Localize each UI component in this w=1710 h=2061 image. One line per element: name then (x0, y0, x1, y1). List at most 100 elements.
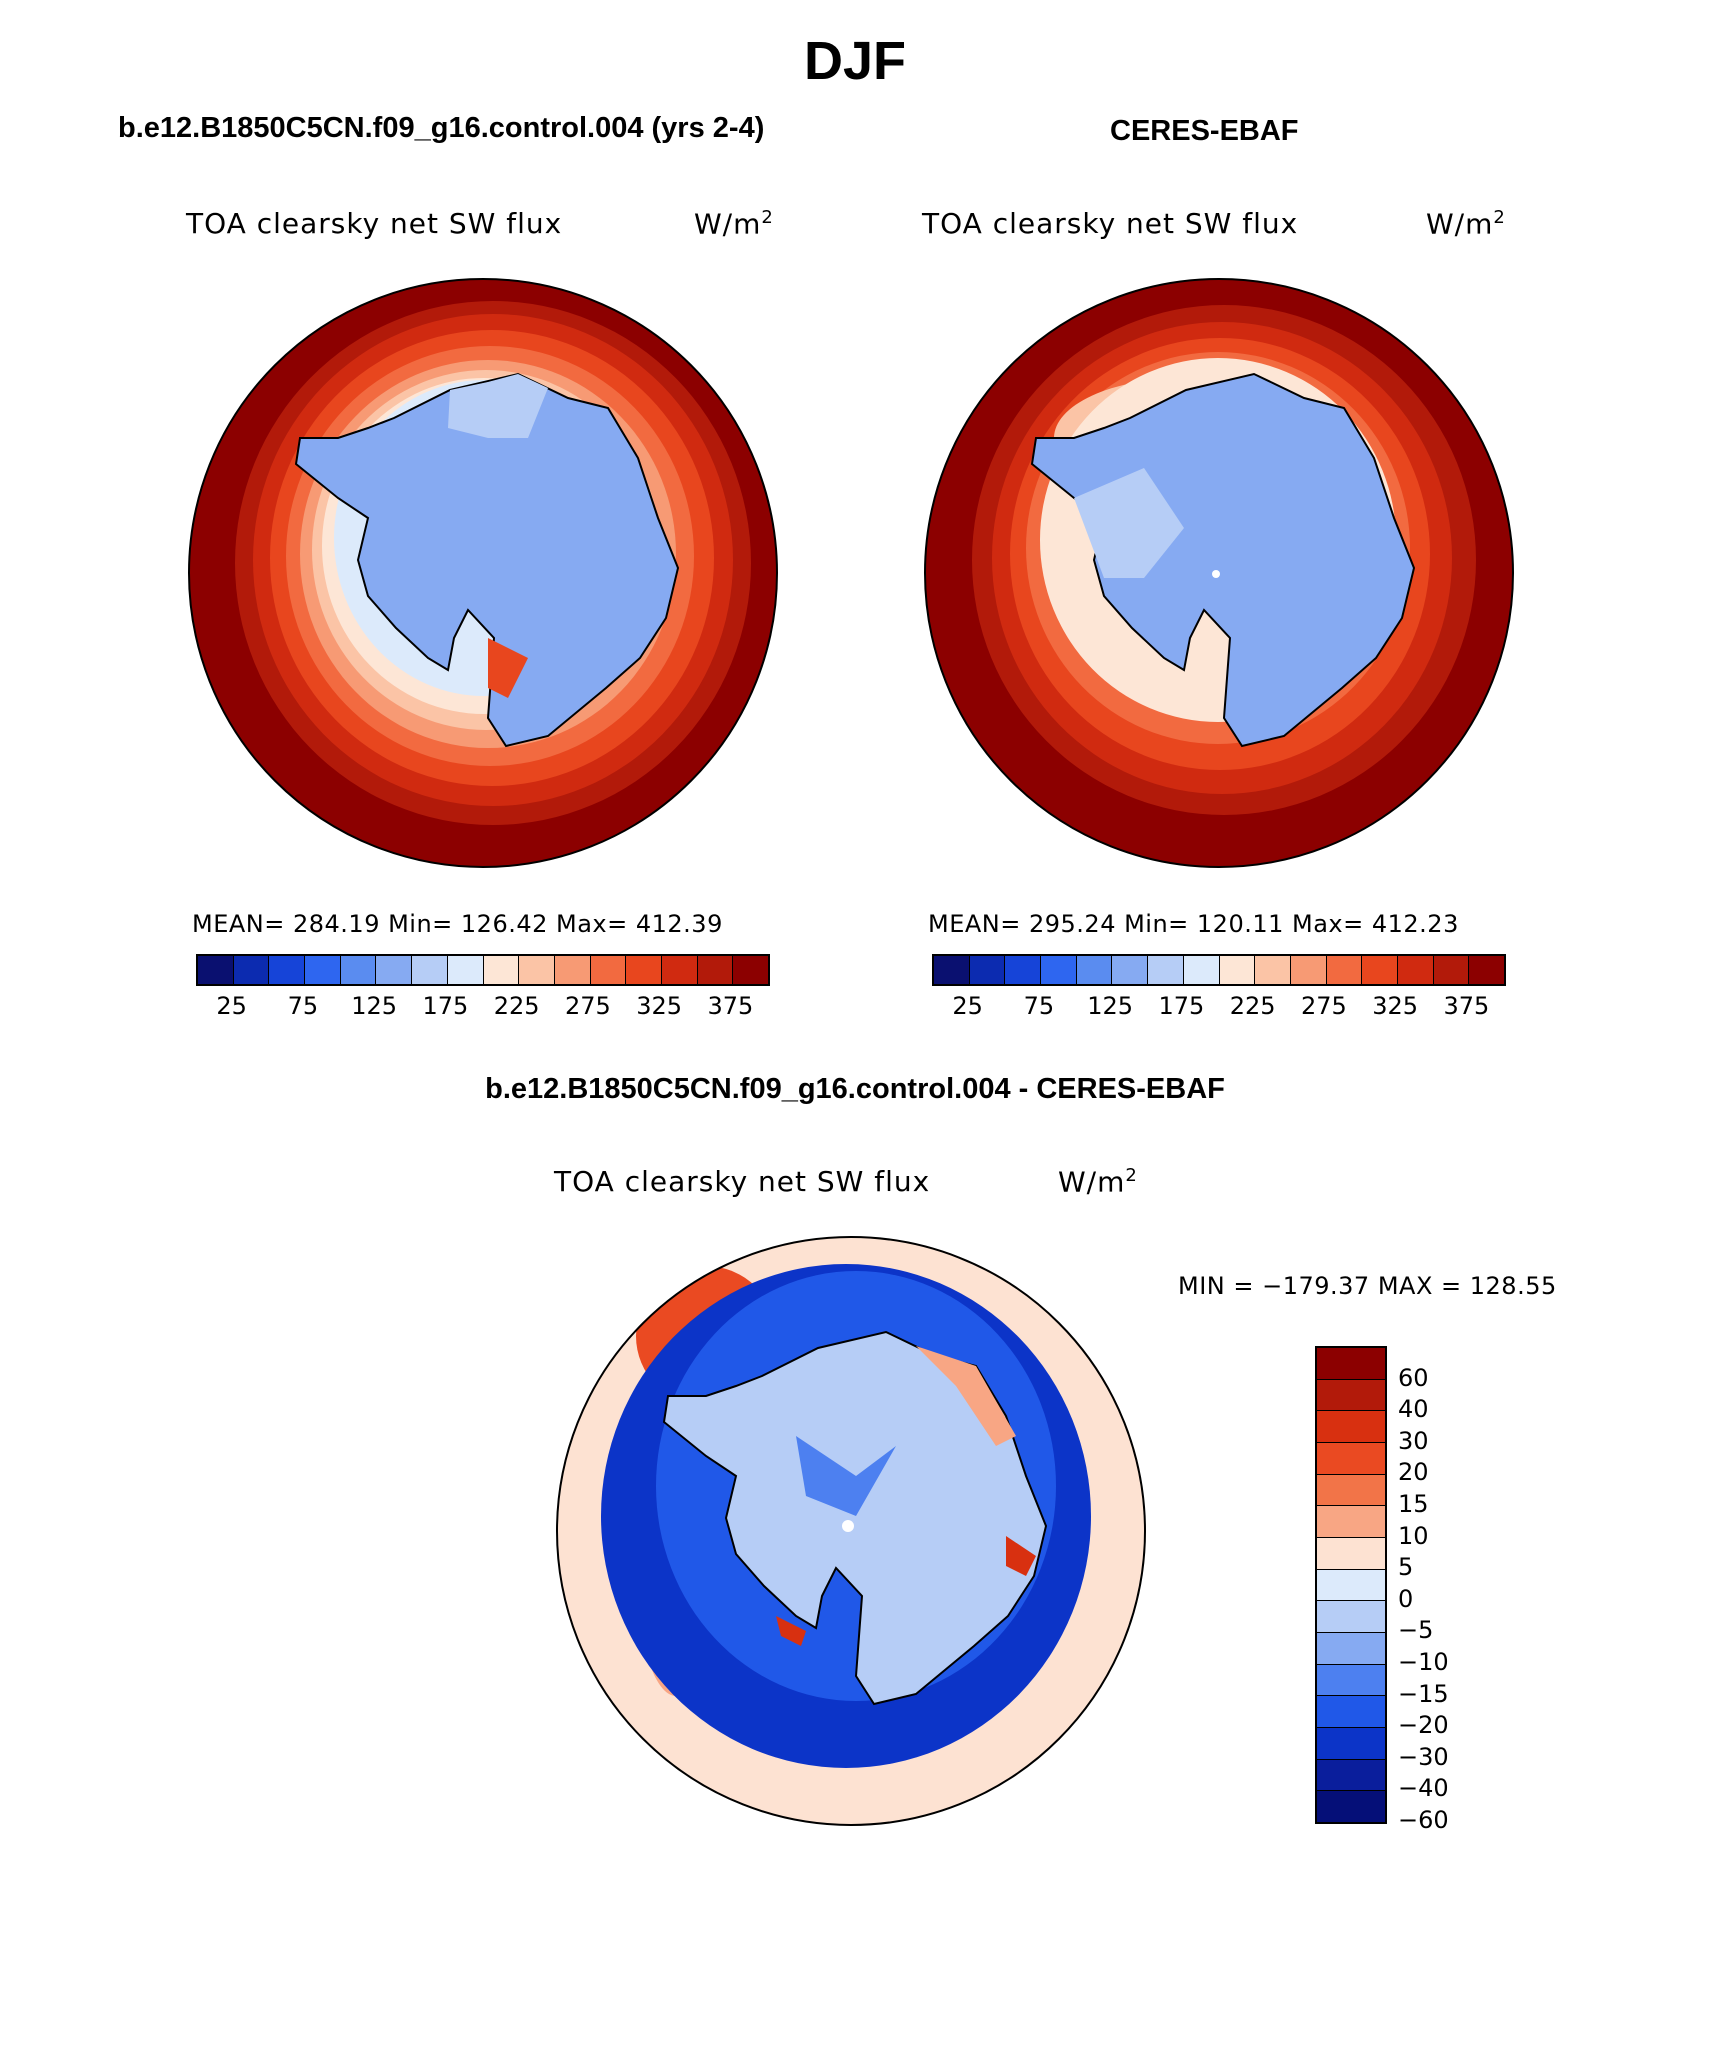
diff-colorbar-swatch (1317, 1506, 1385, 1539)
obs-colorbar-swatch (1041, 956, 1077, 984)
obs-colorbar-swatch (1112, 956, 1149, 984)
obs-colorbar-swatch (1433, 956, 1470, 984)
model-colorbar-swatch (233, 956, 270, 984)
diff-colorbar-swatch (1317, 1411, 1385, 1444)
obs-colorbar-swatch (1397, 956, 1434, 984)
obs-units-label: W/m2 (1426, 207, 1506, 241)
model-polar-map (188, 278, 778, 868)
obs-colorbar-tick-label: 75 (1023, 992, 1055, 1020)
model-variable-label: TOA clearsky net SW flux (186, 207, 563, 240)
model-colorbar-tick-label: 175 (422, 992, 469, 1020)
diff-colorbar-swatch (1317, 1569, 1385, 1602)
diff-colorbar-tick-label: 20 (1398, 1458, 1429, 1487)
obs-colorbar-ticks: 25 75 125 175 225 275 325 375 (932, 992, 1502, 1022)
obs-colorbar-tick-label: 275 (1300, 992, 1347, 1020)
obs-colorbar-swatch (1148, 956, 1184, 984)
diff-colorbar-tick-label: −30 (1398, 1742, 1449, 1771)
obs-colorbar (932, 954, 1506, 986)
obs-colorbar-tick-label: 225 (1229, 992, 1276, 1020)
main-title: DJF (803, 31, 906, 91)
obs-polar-map (924, 278, 1514, 868)
model-colorbar-swatch (198, 956, 234, 984)
diff-colorbar-swatch (1317, 1633, 1385, 1665)
model-colorbar-tick-label: 25 (216, 992, 247, 1020)
diff-colorbar-tick-label: 40 (1398, 1395, 1429, 1424)
diff-colorbar-ticks: 60 40 30 20 15 10 5 0 −5 −10 −15 −20 −30 −40 −60 (1398, 1346, 1498, 1834)
diff-colorbar-tick-label: −15 (1398, 1679, 1449, 1708)
model-colorbar-tick-label: 225 (493, 992, 540, 1020)
obs-variable-label: TOA clearsky net SW flux (922, 207, 1299, 240)
diff-colorbar-tick-label: −10 (1398, 1648, 1449, 1676)
model-colorbar-swatch (305, 956, 341, 984)
obs-colorbar-swatch (1326, 956, 1363, 984)
diff-colorbar-swatch (1317, 1443, 1385, 1475)
model-units-label: W/m2 (694, 207, 774, 241)
obs-colorbar-swatch (934, 956, 970, 984)
diff-colorbar-tick-label: −20 (1398, 1711, 1449, 1740)
obs-colorbar-swatch (1255, 956, 1291, 984)
model-colorbar-swatch (376, 956, 413, 984)
diff-colorbar-swatch (1317, 1664, 1385, 1697)
diff-colorbar-swatch (1317, 1538, 1385, 1570)
model-colorbar-ticks: 25 75 125 175 225 275 325 375 (196, 992, 766, 1022)
obs-colorbar-swatch (969, 956, 1006, 984)
model-colorbar (196, 954, 770, 986)
diff-colorbar-tick-label: 30 (1398, 1426, 1429, 1455)
obs-colorbar-swatch (1183, 956, 1220, 984)
diff-units-label: W/m2 (1058, 1165, 1138, 1199)
obs-colorbar-swatch (1290, 956, 1327, 984)
diff-colorbar-swatch (1317, 1759, 1385, 1792)
model-stats: MEAN= 284.19 Min= 126.42 Max= 412.39 (192, 910, 723, 938)
diff-colorbar-swatch (1317, 1474, 1385, 1507)
obs-colorbar-tick-label: 325 (1372, 992, 1419, 1020)
diff-colorbar-swatch (1317, 1379, 1385, 1412)
model-panel-title: b.e12.B1850C5CN.f09_g16.control.004 (yrs… (118, 112, 765, 144)
diff-variable-label: TOA clearsky net SW flux (554, 1165, 931, 1198)
model-colorbar-swatch (483, 956, 520, 984)
model-colorbar-swatch (447, 956, 484, 984)
model-colorbar-swatch (340, 956, 377, 984)
model-colorbar-swatch (733, 956, 768, 984)
diff-panel-title: b.e12.B1850C5CN.f09_g16.control.004 - CE… (485, 1073, 1225, 1105)
obs-colorbar-tick-label: 25 (952, 992, 983, 1020)
model-colorbar-swatch (590, 956, 627, 984)
diff-colorbar-tick-label: −5 (1398, 1616, 1434, 1645)
model-colorbar-tick-label: 325 (636, 992, 683, 1020)
obs-panel-title: CERES-EBAF (1110, 115, 1299, 147)
obs-colorbar-swatch (1219, 956, 1256, 984)
model-colorbar-swatch (554, 956, 591, 984)
diff-colorbar-tick-label: −40 (1398, 1774, 1449, 1803)
diff-colorbar-swatch (1317, 1696, 1385, 1729)
obs-stats: MEAN= 295.24 Min= 120.11 Max= 412.23 (928, 910, 1459, 938)
obs-colorbar-swatch (1005, 956, 1042, 984)
diff-colorbar-tick-label: 5 (1398, 1553, 1414, 1582)
model-colorbar-swatch (626, 956, 662, 984)
diff-colorbar-swatch (1317, 1791, 1385, 1823)
diff-colorbar-tick-label: −60 (1398, 1806, 1449, 1834)
obs-colorbar-swatch (1362, 956, 1398, 984)
model-colorbar-tick-label: 125 (351, 992, 398, 1020)
model-colorbar-tick-label: 375 (707, 992, 754, 1020)
model-colorbar-swatch (519, 956, 555, 984)
diff-colorbar (1315, 1346, 1387, 1824)
obs-colorbar-swatch (1469, 956, 1504, 984)
diff-colorbar-tick-label: 10 (1398, 1521, 1429, 1550)
obs-colorbar-tick-label: 375 (1443, 992, 1490, 1020)
model-colorbar-swatch (269, 956, 306, 984)
diff-min-max: MIN = −179.37 MAX = 128.55 (1178, 1272, 1557, 1300)
model-colorbar-swatch (697, 956, 734, 984)
diff-colorbar-swatch (1317, 1348, 1385, 1380)
obs-colorbar-swatch (1076, 956, 1113, 984)
diff-colorbar-tick-label: 15 (1398, 1490, 1429, 1518)
obs-colorbar-tick-label: 175 (1158, 992, 1205, 1020)
diff-colorbar-swatch (1317, 1728, 1385, 1760)
obs-colorbar-tick-label: 125 (1087, 992, 1134, 1020)
model-colorbar-tick-label: 75 (287, 992, 319, 1020)
model-colorbar-swatch (661, 956, 698, 984)
model-colorbar-swatch (412, 956, 448, 984)
model-colorbar-tick-label: 275 (564, 992, 611, 1020)
diff-colorbar-tick-label: 60 (1398, 1363, 1429, 1392)
diff-colorbar-swatch (1317, 1601, 1385, 1634)
diff-colorbar-tick-label: 0 (1398, 1584, 1414, 1613)
diff-polar-map (556, 1236, 1146, 1826)
